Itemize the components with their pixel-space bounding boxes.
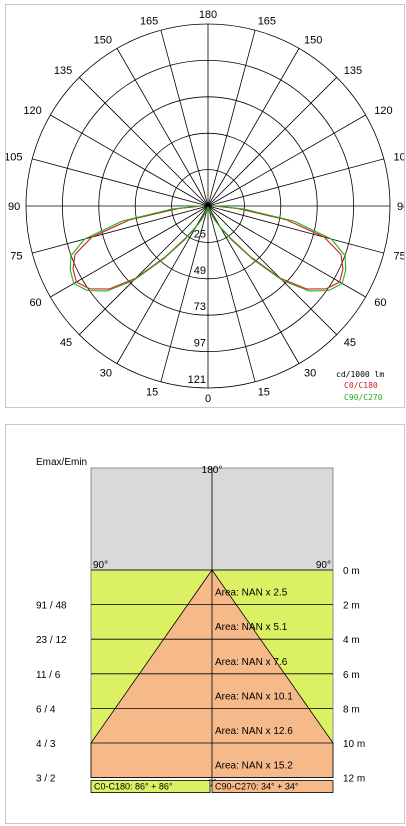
radial-value-label: 49 — [194, 265, 206, 277]
polar-spoke — [207, 77, 337, 207]
angle-label: 60 — [29, 297, 41, 309]
angle-label: 105 — [6, 151, 23, 163]
radial-value-label: 121 — [188, 374, 206, 386]
top-angle-label: 180° — [202, 465, 223, 476]
polar-spoke — [207, 205, 337, 335]
angle-label: 45 — [344, 337, 356, 349]
angle-label: 60 — [374, 297, 386, 309]
area-label: Area: NAN x 15.2 — [215, 761, 293, 772]
angle-label: 120 — [374, 105, 392, 117]
emax-emin-value: 91 / 48 — [36, 601, 67, 612]
angle-label: 150 — [304, 35, 322, 47]
area-label: Area: NAN x 5.1 — [215, 622, 288, 633]
polar-spoke — [79, 205, 209, 335]
polar-spoke — [32, 205, 209, 254]
polar-spoke — [207, 205, 384, 254]
emax-emin-value: 3 / 2 — [36, 774, 56, 785]
left-angle-label: 90° — [93, 560, 108, 571]
illuminance-cone-panel: Emax/Emin 0 m 2 m 91 / 48 Area: NAN x 2.5 4 m… — [5, 424, 405, 824]
unit-label: cd/1000 lm — [336, 370, 384, 379]
angle-label: 30 — [304, 367, 316, 379]
angle-label: 30 — [100, 367, 112, 379]
polar-spoke — [207, 158, 384, 207]
intensity-curve-c90-c270 — [69, 205, 347, 292]
distance-label: 10 m — [343, 739, 365, 750]
beam-angle-c0-box — [90, 780, 211, 794]
angle-label: 120 — [23, 105, 41, 117]
angle-label: 15 — [146, 387, 158, 399]
distance-label: 6 m — [343, 670, 360, 681]
beam-angle-c0-label: C0-C180: 86° + 86° — [94, 782, 173, 792]
angle-label: 15 — [258, 387, 270, 399]
area-label: Area: NAN x 10.1 — [215, 691, 293, 702]
emax-emin-value: 4 / 3 — [36, 739, 56, 750]
legend-c0-c180: C0/C180 — [344, 381, 378, 390]
polar-grid-spokes — [26, 24, 390, 388]
angle-label: 135 — [344, 65, 362, 77]
distance-label: 8 m — [343, 704, 360, 715]
radial-value-label: 73 — [194, 301, 206, 313]
angle-label: 0 — [205, 393, 211, 405]
emax-emin-value: 11 / 6 — [36, 670, 61, 681]
distance-label: 4 m — [343, 635, 360, 646]
polar-spoke — [160, 30, 209, 207]
radial-value-label: 25 — [194, 228, 206, 240]
polar-spoke — [160, 205, 209, 382]
beam-angle-c90-label: C90-C270: 34° + 34° — [215, 782, 299, 792]
polar-spoke — [79, 77, 209, 207]
angle-label: 165 — [140, 16, 158, 28]
emax-emin-value: 23 / 12 — [36, 635, 67, 646]
area-label: Area: NAN x 12.6 — [215, 726, 293, 737]
polar-spoke — [207, 205, 300, 364]
polar-spoke — [32, 158, 209, 207]
polar-spoke — [207, 114, 366, 207]
angle-label: 90 — [8, 201, 20, 213]
right-angle-label: 90° — [316, 560, 331, 571]
emax-emin-value: 6 / 4 — [36, 704, 56, 715]
distance-label: 0 m — [343, 566, 360, 577]
area-label: Area: NAN x 7.6 — [215, 657, 288, 668]
angle-label: 75 — [10, 251, 22, 263]
distance-label: 12 m — [343, 774, 365, 785]
polar-diagram-panel: 1801651651501501351351201201051059090757… — [5, 4, 405, 408]
angle-label: 135 — [54, 65, 72, 77]
polar-spoke — [207, 205, 256, 382]
polar-spoke — [207, 48, 300, 207]
angle-label: 180 — [199, 9, 217, 21]
polar-spoke — [116, 205, 209, 364]
polar-diagram: 1801651651501501351351201201051059090757… — [6, 9, 405, 405]
angle-label: 105 — [394, 151, 405, 163]
legend-c90-c270: C90/C270 — [344, 393, 383, 402]
emax-emin-title: Emax/Emin — [36, 457, 87, 468]
polar-spoke — [207, 30, 256, 207]
beam-angle-c90-box — [211, 780, 334, 794]
polar-spoke — [50, 114, 209, 207]
area-label: Area: NAN x 2.5 — [215, 588, 288, 599]
distance-label: 2 m — [343, 601, 360, 612]
angle-label: 150 — [94, 35, 112, 47]
radial-value-label: 97 — [194, 338, 206, 350]
polar-spoke — [116, 48, 209, 207]
illuminance-cone-diagram: Emax/Emin 0 m 2 m 91 / 48 Area: NAN x 2.5 4 m… — [36, 457, 365, 794]
angle-label: 90 — [397, 201, 404, 213]
angle-label: 165 — [258, 16, 276, 28]
angle-label: 45 — [60, 337, 72, 349]
angle-label: 75 — [394, 251, 405, 263]
